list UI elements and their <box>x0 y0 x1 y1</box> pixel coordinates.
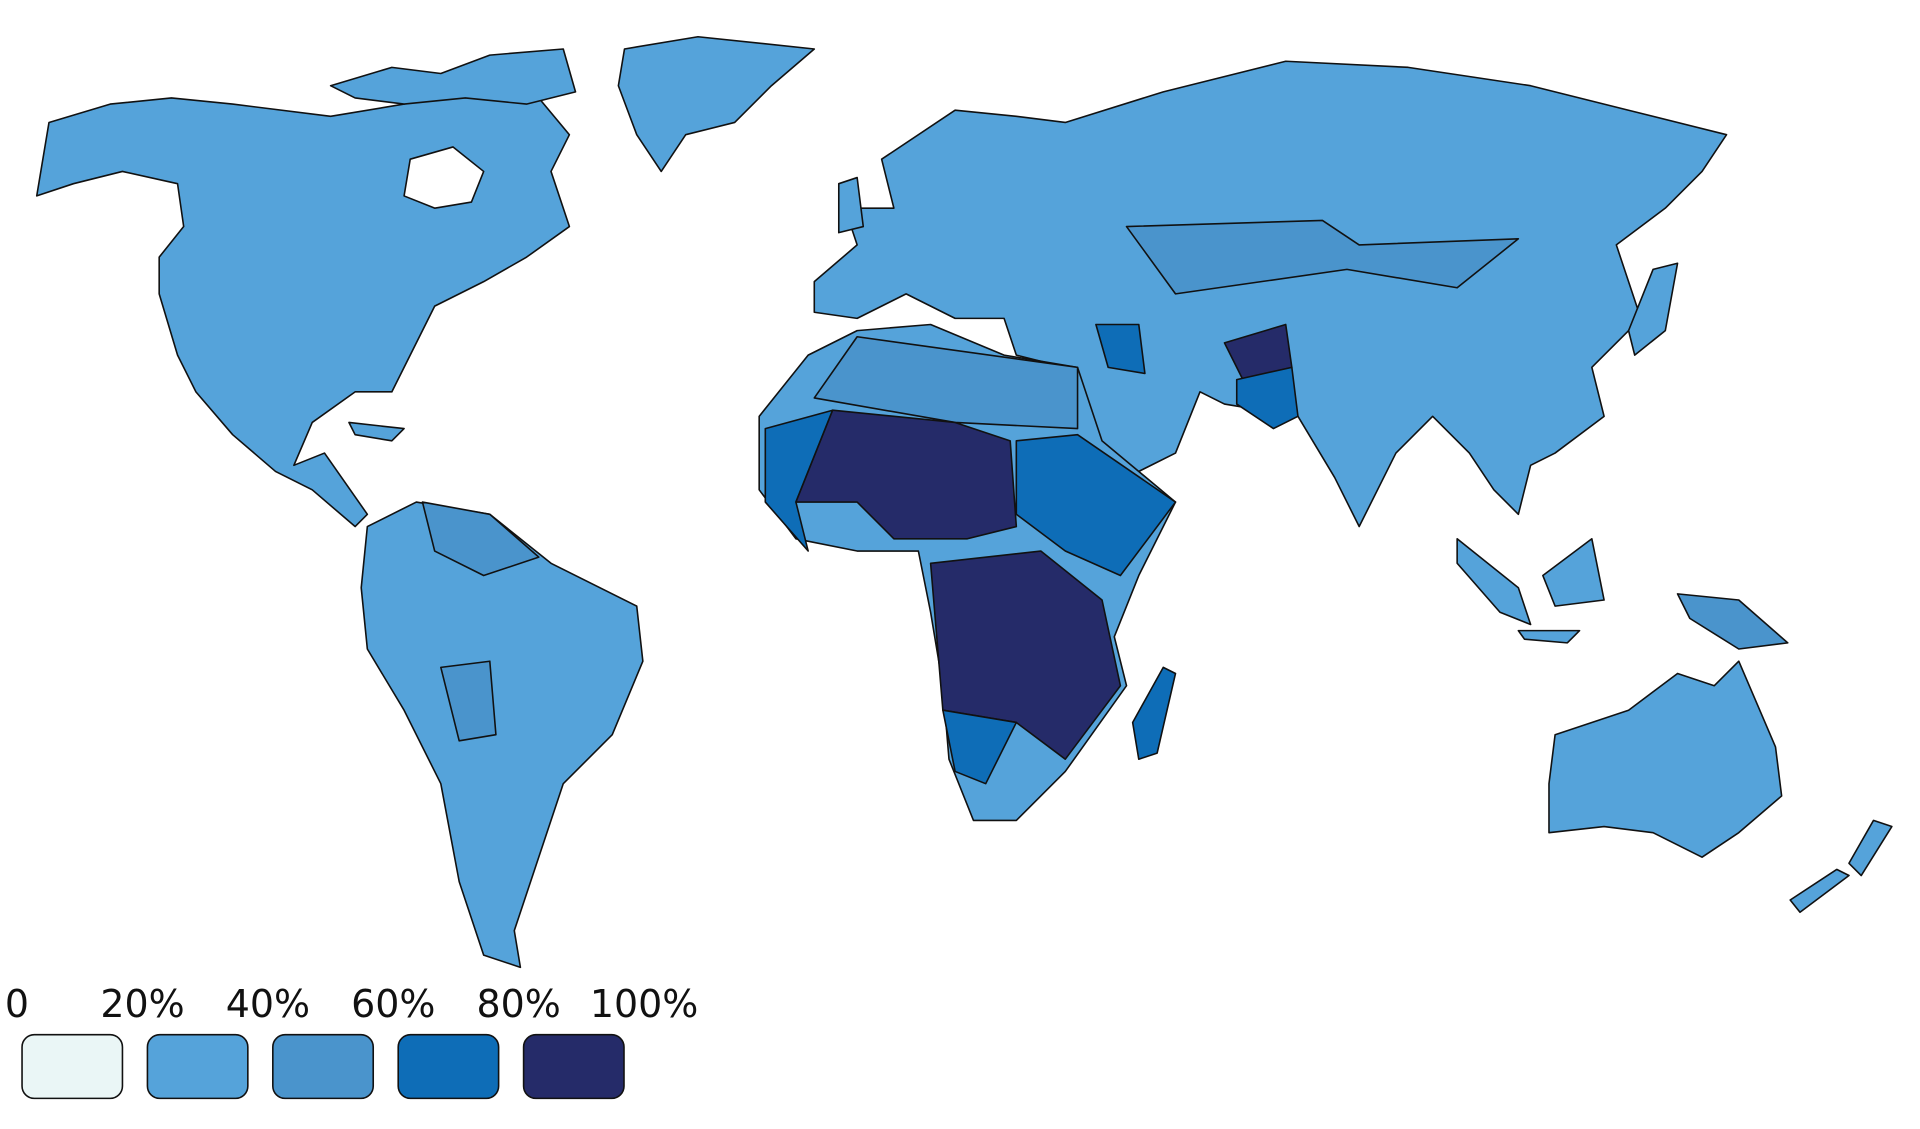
legend-swatch <box>522 1033 625 1100</box>
legend-swatch <box>21 1033 124 1100</box>
central-asia <box>1125 219 1520 295</box>
andes-region <box>421 501 540 577</box>
australia <box>1548 660 1783 858</box>
madagascar <box>1131 666 1177 760</box>
iraq <box>1095 323 1146 375</box>
south-america <box>360 501 644 969</box>
legend-swatch <box>272 1033 375 1100</box>
japan <box>1627 262 1679 356</box>
legend-label: 40% <box>226 982 310 1026</box>
west-africa-coast <box>764 409 834 552</box>
angola-namibia <box>942 709 1018 785</box>
caribbean <box>348 421 405 442</box>
arctic-islands <box>329 48 577 105</box>
legend-label: 60% <box>351 982 435 1026</box>
legend-swatch <box>146 1033 249 1100</box>
greenland <box>617 35 816 173</box>
legend-label: 0 <box>5 982 29 1026</box>
new-guinea <box>1676 593 1789 650</box>
countries <box>35 35 1893 969</box>
pakistan <box>1235 366 1299 430</box>
legend: 0 20% 40% 60% 80% 100% <box>5 982 698 1100</box>
north-america <box>35 84 571 528</box>
north-africa <box>813 335 1079 430</box>
legend-label: 80% <box>477 982 561 1026</box>
horn-of-africa <box>1015 433 1177 577</box>
indonesia <box>1456 537 1605 644</box>
bolivia <box>440 660 497 742</box>
central-southern-africa <box>929 550 1122 760</box>
legend-label: 20% <box>100 982 184 1026</box>
hudson-bay <box>403 146 485 209</box>
eurasia <box>813 60 1728 528</box>
uk <box>837 176 865 234</box>
sahel <box>795 409 1018 540</box>
legend-label: 100% <box>590 982 698 1026</box>
legend-swatch <box>397 1033 500 1100</box>
new-zealand <box>1789 819 1893 914</box>
